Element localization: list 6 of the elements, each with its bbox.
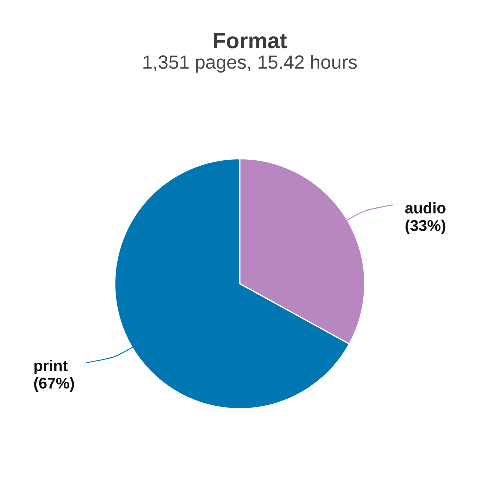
slice-label: audio bbox=[405, 202, 446, 214]
slice-label: print bbox=[34, 360, 68, 374]
chart-subtitle: 1,351 pages, 15.42 hours bbox=[144, 55, 358, 73]
data-label: (67%) bbox=[34, 378, 74, 392]
chart-title: Format bbox=[214, 33, 288, 49]
data-label: (33%) bbox=[406, 220, 446, 234]
